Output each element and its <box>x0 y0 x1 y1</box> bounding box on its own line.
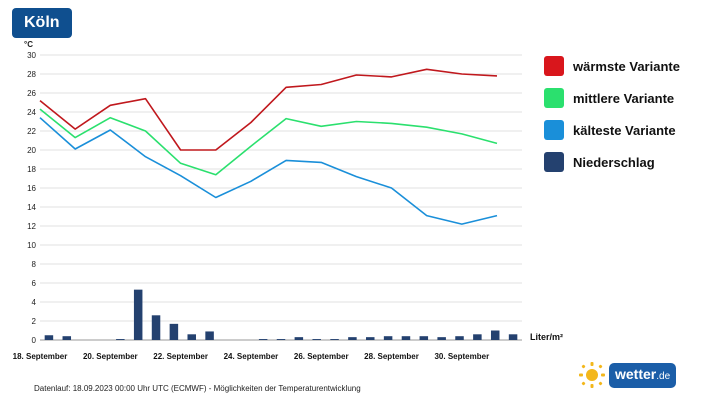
logo-tld: .de <box>656 370 671 382</box>
precipitation-bar <box>312 339 321 340</box>
legend-item-warmest: wärmste Variante <box>544 50 680 82</box>
y-tick-label: 0 <box>32 336 37 345</box>
precipitation-bar <box>455 336 464 340</box>
y-tick-label: 22 <box>27 127 36 136</box>
precipitation-bar <box>62 336 72 340</box>
chart-legend: wärmste Variante mittlere Variante kälte… <box>544 50 680 178</box>
y-tick-label: 4 <box>32 298 37 307</box>
y-tick-label: 14 <box>27 203 36 212</box>
x-tick-label: 24. September <box>224 352 279 361</box>
precipitation-bar <box>294 337 304 340</box>
precipitation-bar <box>383 336 393 340</box>
legend-item-coldest: kälteste Variante <box>544 114 680 146</box>
precipitation-bar <box>348 337 357 340</box>
legend-swatch-warmest <box>544 56 564 76</box>
precipitation-bar <box>133 289 143 340</box>
x-tick-label: 28. September <box>364 352 419 361</box>
precipitation-bar <box>44 335 54 340</box>
legend-swatch-precipitation <box>544 152 564 172</box>
precipitation-bar <box>187 334 196 340</box>
precipitation-bar <box>401 336 411 340</box>
city-title: Köln <box>12 8 72 38</box>
y-tick-label: 8 <box>32 260 37 269</box>
series-line-1 <box>39 108 498 176</box>
precipitation-bar <box>116 339 125 340</box>
y-tick-label: 30 <box>27 51 36 60</box>
y-tick-label: 2 <box>32 317 37 326</box>
y-tick-label: 10 <box>27 241 36 250</box>
precipitation-bar <box>151 315 161 340</box>
chart-grid <box>40 54 522 341</box>
x-tick-label: 30. September <box>434 352 489 361</box>
y-tick-label: 26 <box>27 89 36 98</box>
precipitation-bar <box>276 339 286 340</box>
legend-item-middle: mittlere Variante <box>544 82 680 114</box>
y-tick-label: 20 <box>27 146 36 155</box>
x-tick-label: 20. September <box>83 352 138 361</box>
y-tick-label: 6 <box>32 279 37 288</box>
temperature-lines <box>39 68 498 225</box>
data-run-footnote: Datenlauf: 18.09.2023 00:00 Uhr UTC (ECM… <box>34 384 361 393</box>
precipitation-bar <box>437 337 446 340</box>
precipitation-bar <box>330 339 339 340</box>
precipitation-bar <box>366 337 375 340</box>
legend-label-coldest: kälteste Variante <box>573 122 676 138</box>
legend-label-middle: mittlere Variante <box>573 90 675 106</box>
precipitation-bar <box>473 334 482 340</box>
y-tick-label: 18 <box>27 165 36 174</box>
logo-name: wetter <box>615 365 657 382</box>
y-axis-unit: °C <box>24 40 33 49</box>
precipitation-bar <box>490 330 500 340</box>
legend-label-precipitation: Niederschlag <box>573 154 655 170</box>
y-tick-label: 24 <box>27 108 36 117</box>
precipitation-bar <box>205 331 214 340</box>
y-tick-label: 12 <box>27 222 36 231</box>
precipitation-bar <box>169 323 179 340</box>
y-tick-label: 16 <box>27 184 36 193</box>
precipitation-bars <box>44 289 518 340</box>
precip-unit-label: Liter/m² <box>530 332 563 342</box>
precipitation-bar <box>419 336 429 340</box>
x-tick-label: 22. September <box>153 352 208 361</box>
y-tick-label: 28 <box>27 70 36 79</box>
legend-item-precipitation: Niederschlag <box>544 146 680 178</box>
x-tick-label: 18. September <box>13 352 68 361</box>
sun-icon <box>579 362 605 388</box>
series-line-2 <box>39 117 498 225</box>
legend-swatch-coldest <box>544 120 564 140</box>
x-tick-label: 26. September <box>294 352 349 361</box>
logo-wordmark: wetter.de <box>609 362 677 388</box>
wetter-logo: wetter.de <box>578 362 677 388</box>
precipitation-bar <box>258 339 268 340</box>
series-line-0 <box>39 68 498 151</box>
legend-label-warmest: wärmste Variante <box>573 58 680 74</box>
x-axis-ticks: 18. September 20. September 22. September 2… <box>13 352 490 361</box>
legend-swatch-middle <box>544 88 564 108</box>
precipitation-bar <box>508 334 518 340</box>
